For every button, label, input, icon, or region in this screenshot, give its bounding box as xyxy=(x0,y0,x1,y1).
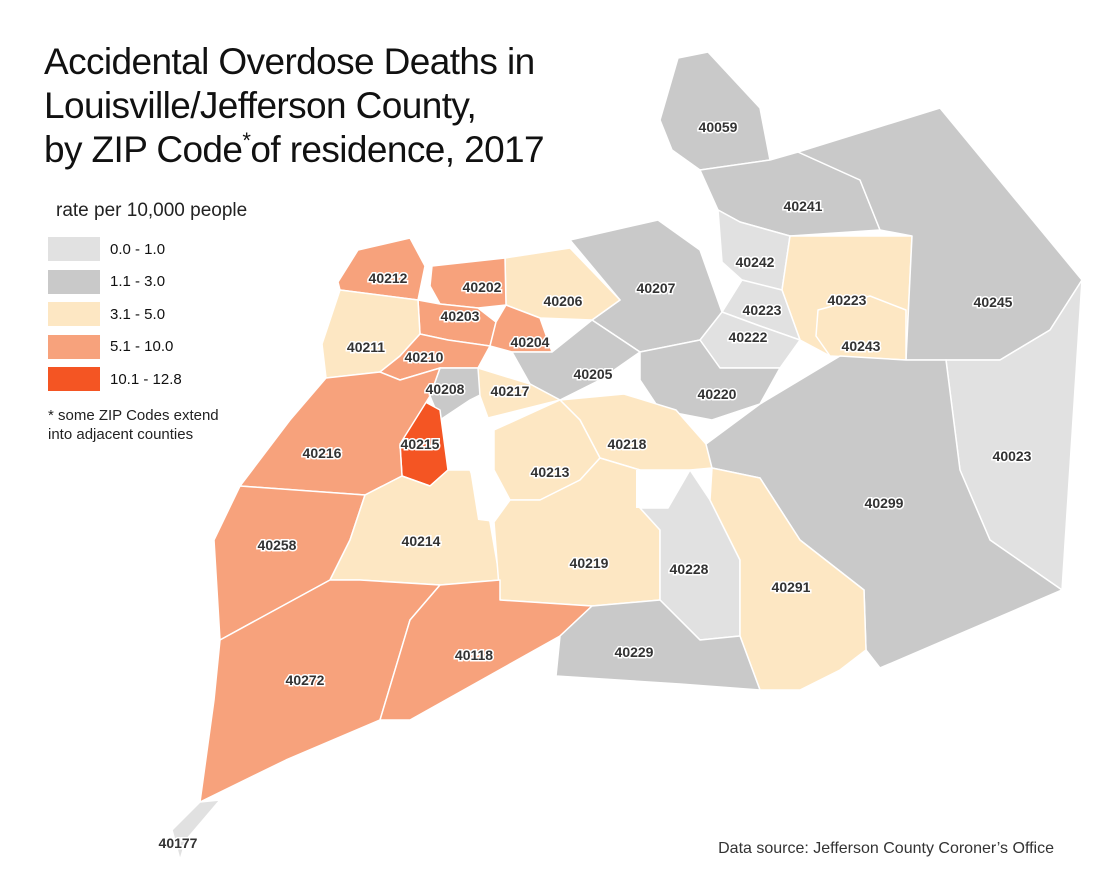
zip-region-40177 xyxy=(171,799,221,861)
legend-item: 0.0 - 1.0 xyxy=(48,233,182,266)
zip-label: 40223 xyxy=(828,292,867,308)
legend-item: 3.1 - 5.0 xyxy=(48,298,182,331)
zip-label: 40059 xyxy=(699,119,738,135)
zip-label: 40241 xyxy=(784,198,823,214)
map-title: Accidental Overdose Deaths in Louisville… xyxy=(44,40,664,172)
zip-region-40291 xyxy=(709,467,867,691)
zip-label: 40217 xyxy=(491,383,530,399)
zip-region-40214 xyxy=(329,469,501,586)
legend-item: 10.1 - 12.8 xyxy=(48,363,182,396)
legend-label: 0.0 - 1.0 xyxy=(110,240,166,258)
legend-label: 5.1 - 10.0 xyxy=(110,338,174,356)
zip-label: 40228 xyxy=(670,561,709,577)
footnote: * some ZIP Codes extend into adjacent co… xyxy=(48,407,219,443)
zip-label: 40218 xyxy=(608,436,647,452)
legend: 0.0 - 1.0 1.1 - 3.0 3.1 - 5.0 5.1 - 10.0… xyxy=(48,233,182,396)
legend-label: 1.1 - 3.0 xyxy=(110,273,166,291)
legend-item: 5.1 - 10.0 xyxy=(48,331,182,364)
legend-label: 10.1 - 12.8 xyxy=(110,370,182,388)
zip-label: 40207 xyxy=(637,280,676,296)
zip-label: 40216 xyxy=(303,445,342,461)
zip-label: 40291 xyxy=(772,579,811,595)
legend-title: rate per 10,000 people xyxy=(56,200,248,221)
zip-label: 40177 xyxy=(159,835,198,851)
legend-label: 3.1 - 5.0 xyxy=(110,305,166,323)
legend-swatch xyxy=(48,367,100,392)
zip-label: 40229 xyxy=(615,644,654,660)
zip-label: 40222 xyxy=(729,329,768,345)
footnote-mark: * xyxy=(242,128,251,153)
title-line-3: by ZIP Code*of residence, 2017 xyxy=(44,128,664,172)
zip-region-40059 xyxy=(659,51,771,171)
zip-region-40229 xyxy=(555,599,761,691)
legend-swatch xyxy=(48,269,100,294)
title-line-1: Accidental Overdose Deaths in xyxy=(44,41,535,82)
zip-region-40217 xyxy=(477,367,561,419)
zip-label: 40245 xyxy=(974,294,1013,310)
legend-swatch xyxy=(48,237,100,262)
zip-label: 40219 xyxy=(570,555,609,571)
legend-swatch xyxy=(48,302,100,327)
legend-swatch xyxy=(48,334,100,359)
title-line-3-suffix: of residence, 2017 xyxy=(250,129,544,170)
zip-label: 40211 xyxy=(347,339,385,355)
zip-label: 40242 xyxy=(736,254,775,270)
zip-label: 40299 xyxy=(865,495,904,511)
data-source: Data source: Jefferson County Coroner’s … xyxy=(718,840,1054,857)
zip-label: 40206 xyxy=(544,293,583,309)
zip-label: 40220 xyxy=(698,386,737,402)
zip-label: 40258 xyxy=(258,537,297,553)
zip-label: 40223 xyxy=(743,302,782,318)
zip-label: 40023 xyxy=(993,448,1032,464)
zip-label: 40118 xyxy=(455,647,493,663)
zip-label: 40202 xyxy=(463,279,502,295)
non-residential-areas xyxy=(462,168,668,522)
zip-label: 40205 xyxy=(574,366,613,382)
legend-item: 1.1 - 3.0 xyxy=(48,266,182,299)
zip-label: 40210 xyxy=(405,349,444,365)
zip-label: 40203 xyxy=(441,308,480,324)
title-line-3-prefix: by ZIP Code xyxy=(44,129,243,170)
zip-label: 40243 xyxy=(842,338,881,354)
zip-label: 40213 xyxy=(531,464,570,480)
title-line-2: Louisville/Jefferson County, xyxy=(44,85,477,126)
zip-label: 40272 xyxy=(286,672,325,688)
zip-label: 40212 xyxy=(369,270,408,286)
zip-label: 40214 xyxy=(402,533,441,549)
zip-label: 40208 xyxy=(426,381,465,397)
zip-region-40216 xyxy=(239,367,441,496)
zip-label: 40215 xyxy=(401,436,440,452)
zip-label: 40204 xyxy=(511,334,550,350)
